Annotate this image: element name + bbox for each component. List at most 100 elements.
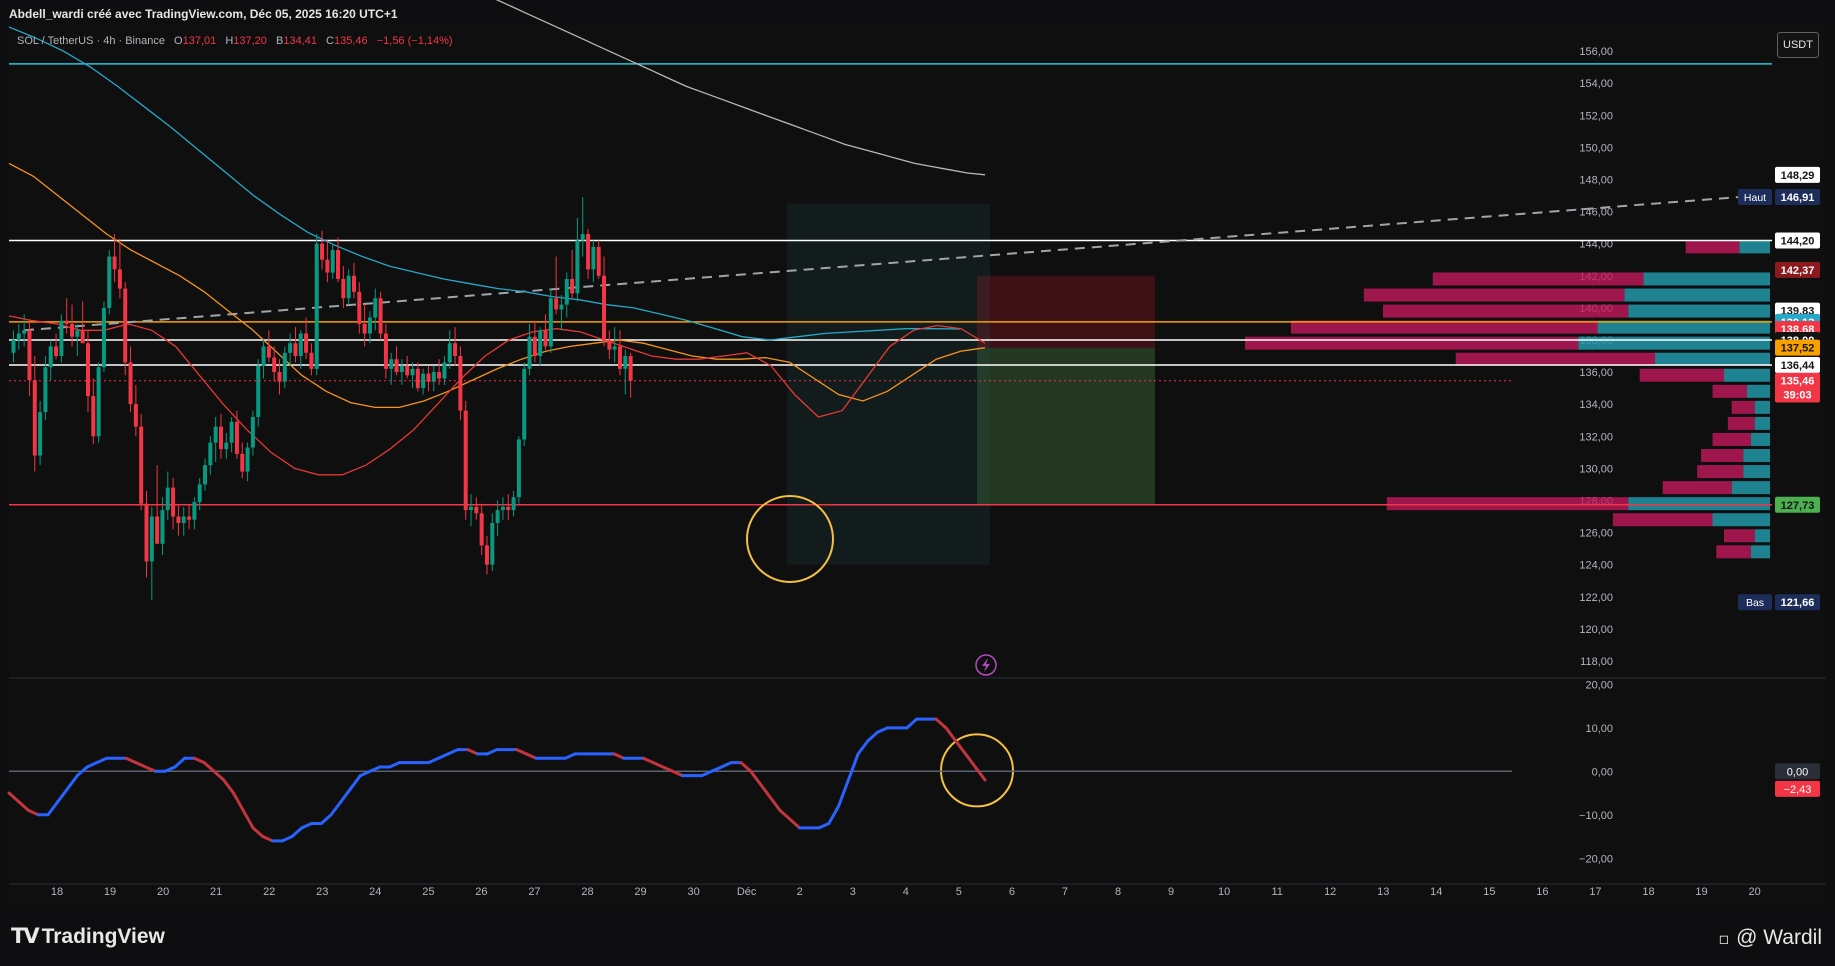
oscillator-segment — [817, 821, 831, 830]
volume-profile-down-bar — [1639, 368, 1725, 382]
candle-body — [548, 298, 553, 347]
oscillator-segment — [368, 765, 382, 773]
oscillator-segment — [739, 761, 753, 773]
candle-body — [357, 291, 362, 324]
candle — [564, 272, 569, 318]
candle-body — [463, 410, 468, 511]
oscillator-segment — [339, 787, 353, 804]
trendline-dashed — [23, 195, 1741, 332]
candle-body — [474, 506, 479, 514]
candle-body — [176, 516, 181, 523]
chart-frame[interactable] — [9, 27, 1826, 907]
candle-body — [538, 330, 543, 357]
oscillator-segment — [349, 774, 362, 791]
candle — [59, 314, 64, 363]
oscillator-segment — [7, 791, 21, 804]
candle — [11, 330, 16, 363]
overlay-ema_orange — [8, 162, 986, 409]
time-tick-label: 3 — [850, 886, 856, 898]
candle-body — [203, 465, 208, 485]
candle — [543, 314, 548, 350]
candle — [548, 288, 553, 353]
candle-body — [240, 453, 245, 472]
time-tick-label: 21 — [210, 886, 222, 898]
time-tick-label: 19 — [1695, 886, 1707, 898]
candle — [490, 513, 495, 572]
candle — [277, 359, 282, 395]
oscillator-segment — [515, 748, 528, 756]
candle — [171, 477, 176, 530]
take-profit-zone — [977, 347, 1155, 505]
candle — [43, 356, 48, 421]
candle-body — [469, 506, 474, 511]
time-tick-label: 2 — [797, 886, 803, 898]
currency-unit-button[interactable]: USDT — [1777, 32, 1819, 58]
price-label-text: 136,44 — [1781, 360, 1816, 372]
candle — [527, 323, 532, 376]
candle-body — [27, 330, 32, 381]
candle-body — [453, 343, 458, 357]
candle-body — [165, 487, 170, 511]
candle-body — [617, 346, 622, 369]
candle-body — [293, 343, 298, 357]
candle — [309, 343, 314, 376]
price-tick-label: 152,00 — [1579, 110, 1613, 122]
candle-body — [516, 439, 521, 498]
candle-body — [559, 304, 564, 310]
candle-body — [282, 352, 287, 382]
time-tick-label: 9 — [1168, 886, 1174, 898]
oscillator-segment — [973, 765, 987, 782]
candle-body — [458, 356, 463, 411]
candle — [484, 535, 489, 575]
candle — [538, 327, 543, 366]
candle-body — [309, 352, 314, 369]
volume-profile-up-bar — [1750, 432, 1770, 446]
price-label-text: 127,73 — [1781, 500, 1815, 512]
price-tick-label: 118,00 — [1580, 656, 1613, 668]
oscillator-segment — [866, 730, 880, 743]
candle — [596, 240, 601, 279]
oscillator-tick-label: 0,00 — [1592, 766, 1613, 778]
candle-body — [160, 510, 165, 544]
highlight-circle-low — [746, 494, 834, 583]
time-tick-label: 5 — [956, 886, 962, 898]
oscillator-tick-label: −10,00 — [1579, 810, 1613, 822]
candle-body — [91, 396, 96, 437]
oscillator-segment — [329, 800, 343, 817]
candle — [346, 269, 351, 305]
candle — [70, 304, 75, 347]
oscillator-segment — [75, 765, 89, 778]
time-tick-label: 11 — [1271, 886, 1282, 898]
candle-body — [580, 234, 585, 241]
oscillator-segment — [173, 756, 187, 769]
candle-body — [500, 506, 505, 511]
candle-body — [298, 333, 303, 357]
volume-profile-up-bar — [1643, 272, 1770, 286]
price-label-text: 144,20 — [1781, 235, 1815, 247]
oscillator-segment — [85, 761, 99, 769]
overlay-ema_teal — [8, 26, 961, 341]
candle-body — [373, 298, 378, 318]
candle-body — [266, 346, 271, 358]
candle-body — [208, 442, 213, 466]
time-tick-label: 16 — [1536, 886, 1548, 898]
volume-profile-down-bar — [1716, 545, 1751, 559]
candle — [272, 346, 277, 382]
candle — [559, 295, 564, 331]
candle — [511, 490, 516, 517]
candle — [399, 359, 404, 385]
close-label: C — [326, 35, 334, 47]
volume-profile-up-bar — [1754, 416, 1770, 430]
volume-profile — [1245, 240, 1770, 559]
candle — [176, 503, 181, 536]
price-label-text: 135,46 — [1781, 376, 1815, 388]
candle-body — [123, 288, 128, 363]
volume-profile-down-bar — [1685, 240, 1740, 254]
candle-body — [421, 373, 426, 389]
overlay-ema_red — [8, 315, 986, 476]
candles — [11, 197, 633, 600]
candle-body — [426, 373, 431, 382]
event-lightning-icon — [975, 654, 997, 676]
oscillator-segment — [749, 769, 763, 786]
